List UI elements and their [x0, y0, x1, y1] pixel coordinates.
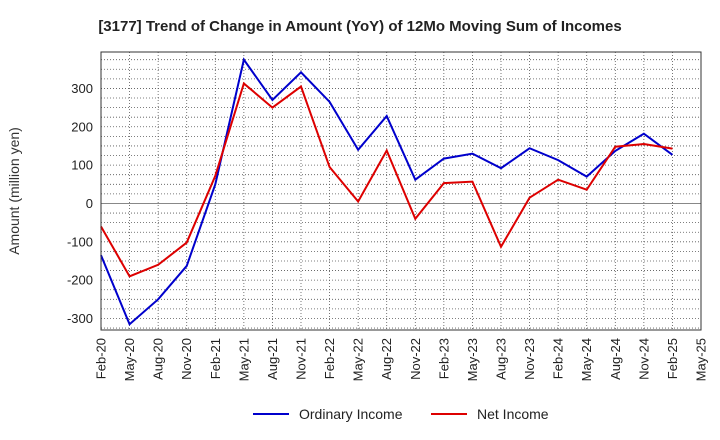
series-line-0 [100, 57, 674, 326]
grid [101, 52, 701, 330]
y-tick-label: -100 [67, 234, 93, 249]
x-tick-label: Aug-20 [151, 338, 166, 380]
x-tick-label: Nov-20 [179, 338, 194, 380]
series-lines [100, 57, 674, 326]
legend-label-1: Net Income [477, 406, 549, 422]
y-tick-labels: -300 -200 -100 0 100 200 300 [67, 81, 93, 326]
x-tick-label: May-21 [236, 338, 251, 381]
chart-title: [3177] Trend of Change in Amount (YoY) o… [98, 18, 621, 35]
x-tick-label: Feb-22 [322, 338, 337, 379]
x-tick-label: Feb-25 [665, 338, 680, 379]
y-tick-label: -200 [67, 273, 93, 288]
y-tick-label: -300 [67, 311, 93, 326]
legend: Ordinary Income Net Income [253, 406, 549, 422]
x-tick-label: May-24 [579, 338, 594, 381]
x-tick-label: Nov-23 [522, 338, 537, 380]
x-tick-labels: Feb-20 May-20 Aug-20 Nov-20 Feb-21 May-21 Aug-… [94, 338, 709, 381]
legend-label-0: Ordinary Income [299, 406, 403, 422]
x-tick-label: Feb-23 [436, 338, 451, 379]
x-tick-label: Feb-20 [94, 338, 109, 379]
x-tick-label: May-20 [122, 338, 137, 381]
x-tick-label: Aug-21 [265, 338, 280, 380]
x-tick-label: May-23 [465, 338, 480, 381]
y-tick-label: 100 [71, 158, 93, 173]
y-axis-label: Amount (million yen) [6, 127, 22, 255]
y-tick-label: 300 [71, 81, 93, 96]
plot-frame [100, 51, 702, 331]
series-line-1 [100, 81, 673, 278]
x-tick-label: Feb-24 [551, 338, 566, 379]
x-tick-label: Feb-21 [208, 338, 223, 379]
x-tick-label: May-25 [694, 338, 709, 381]
y-tick-label: 200 [71, 119, 93, 134]
x-tick-label: May-22 [351, 338, 366, 381]
x-tick-label: Nov-24 [636, 338, 651, 380]
x-tick-label: Aug-22 [379, 338, 394, 380]
x-tick-label: Aug-24 [608, 338, 623, 380]
x-tick-label: Nov-22 [408, 338, 423, 380]
x-tick-label: Nov-21 [294, 338, 309, 380]
x-tick-label: Aug-23 [494, 338, 509, 380]
y-tick-label: 0 [86, 196, 93, 211]
